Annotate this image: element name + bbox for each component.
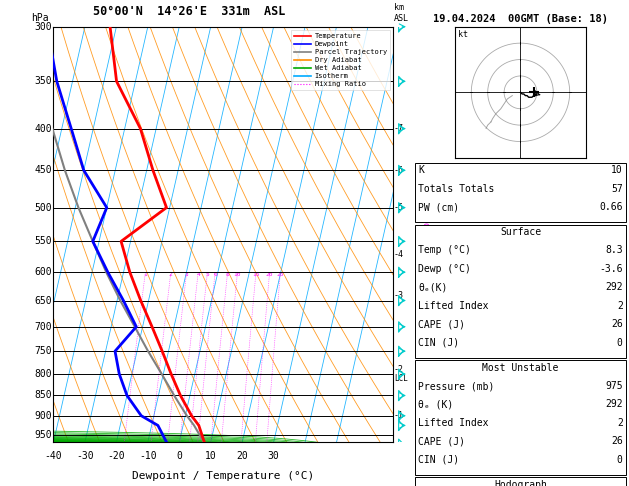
Text: Dewp (°C): Dewp (°C) xyxy=(418,264,471,274)
Text: 650: 650 xyxy=(34,295,52,306)
Text: kt: kt xyxy=(458,30,468,38)
Text: 20: 20 xyxy=(266,272,274,277)
Text: -40: -40 xyxy=(45,451,62,461)
Text: Surface: Surface xyxy=(500,227,541,237)
Text: K: K xyxy=(418,165,424,175)
Text: 750: 750 xyxy=(34,346,52,356)
Text: θₑ(K): θₑ(K) xyxy=(418,282,448,293)
Text: -3: -3 xyxy=(394,291,404,299)
Text: 300: 300 xyxy=(34,22,52,32)
Text: 500: 500 xyxy=(34,203,52,212)
Text: 19.04.2024  00GMT (Base: 18): 19.04.2024 00GMT (Base: 18) xyxy=(433,14,608,24)
Text: 975: 975 xyxy=(605,381,623,391)
Text: km
ASL: km ASL xyxy=(394,3,409,22)
Text: 3: 3 xyxy=(185,272,189,277)
Text: LCL: LCL xyxy=(394,374,408,382)
Text: 2: 2 xyxy=(617,418,623,428)
Text: 50°00'N  14°26'E  331m  ASL: 50°00'N 14°26'E 331m ASL xyxy=(93,5,286,18)
Text: Dewpoint / Temperature (°C): Dewpoint / Temperature (°C) xyxy=(132,471,314,481)
Text: 26: 26 xyxy=(611,436,623,447)
Text: 10: 10 xyxy=(234,272,241,277)
Text: Temp (°C): Temp (°C) xyxy=(418,245,471,256)
Text: θₑ (K): θₑ (K) xyxy=(418,399,454,410)
Text: -4: -4 xyxy=(394,249,404,259)
Text: 10: 10 xyxy=(205,451,216,461)
Text: 600: 600 xyxy=(34,267,52,277)
Text: 400: 400 xyxy=(34,123,52,134)
Text: 30: 30 xyxy=(268,451,279,461)
Text: -3.6: -3.6 xyxy=(599,264,623,274)
Text: -6: -6 xyxy=(394,166,404,175)
Text: CAPE (J): CAPE (J) xyxy=(418,319,465,330)
Text: CAPE (J): CAPE (J) xyxy=(418,436,465,447)
Text: 20: 20 xyxy=(237,451,248,461)
Text: Totals Totals: Totals Totals xyxy=(418,184,494,194)
Text: Hodograph: Hodograph xyxy=(494,480,547,486)
Text: 550: 550 xyxy=(34,236,52,246)
Text: 26: 26 xyxy=(611,319,623,330)
Text: Most Unstable: Most Unstable xyxy=(482,363,559,373)
Text: 4: 4 xyxy=(196,272,200,277)
Text: 1: 1 xyxy=(143,272,147,277)
Text: 0.66: 0.66 xyxy=(599,202,623,212)
Text: 292: 292 xyxy=(605,399,623,410)
Text: 2: 2 xyxy=(169,272,173,277)
Text: 0: 0 xyxy=(617,338,623,348)
Text: CIN (J): CIN (J) xyxy=(418,338,459,348)
Legend: Temperature, Dewpoint, Parcel Trajectory, Dry Adiabat, Wet Adiabat, Isotherm, Mi: Temperature, Dewpoint, Parcel Trajectory… xyxy=(291,30,389,90)
Text: Pressure (mb): Pressure (mb) xyxy=(418,381,494,391)
Text: 10: 10 xyxy=(611,165,623,175)
Text: Lifted Index: Lifted Index xyxy=(418,418,489,428)
Text: -20: -20 xyxy=(108,451,125,461)
Text: 57: 57 xyxy=(611,184,623,194)
Text: -1: -1 xyxy=(394,411,404,420)
Text: 5: 5 xyxy=(206,272,209,277)
Text: 2: 2 xyxy=(617,301,623,311)
Text: 950: 950 xyxy=(34,430,52,440)
Text: -10: -10 xyxy=(139,451,157,461)
Text: -2: -2 xyxy=(394,365,404,374)
Text: 350: 350 xyxy=(34,76,52,87)
Text: 8: 8 xyxy=(226,272,230,277)
Text: hPa: hPa xyxy=(31,13,49,22)
Text: -30: -30 xyxy=(76,451,94,461)
Text: Mixing Ratio (g/kg): Mixing Ratio (g/kg) xyxy=(423,187,431,282)
Text: 6: 6 xyxy=(213,272,217,277)
Text: CIN (J): CIN (J) xyxy=(418,455,459,465)
Text: -5: -5 xyxy=(394,203,404,212)
Text: 0: 0 xyxy=(176,451,182,461)
Text: 25: 25 xyxy=(277,272,284,277)
Text: 0: 0 xyxy=(617,455,623,465)
Text: PW (cm): PW (cm) xyxy=(418,202,459,212)
Text: 700: 700 xyxy=(34,322,52,332)
Text: 15: 15 xyxy=(252,272,260,277)
Text: 292: 292 xyxy=(605,282,623,293)
Text: 450: 450 xyxy=(34,165,52,175)
Text: Lifted Index: Lifted Index xyxy=(418,301,489,311)
Text: -7: -7 xyxy=(394,124,404,133)
Text: 800: 800 xyxy=(34,369,52,379)
Text: 900: 900 xyxy=(34,411,52,421)
Text: 850: 850 xyxy=(34,390,52,400)
Text: 8.3: 8.3 xyxy=(605,245,623,256)
